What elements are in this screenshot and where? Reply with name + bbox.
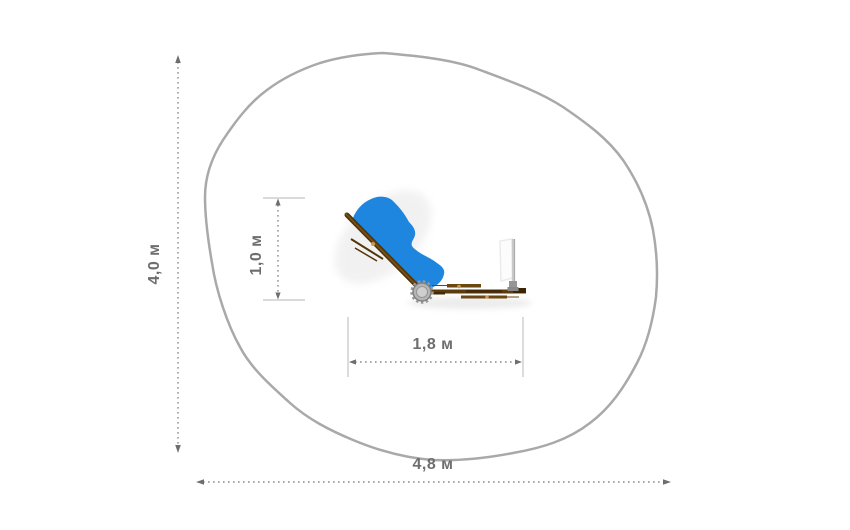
- zone-width-arrow-left: [196, 479, 204, 485]
- slide-rail-highlight: [344, 212, 426, 295]
- beam-plank-upper: [447, 284, 481, 288]
- safety-zone-outline: [203, 51, 659, 462]
- footprint-width-arrow-right: [515, 359, 522, 365]
- slide-hub-teeth: [410, 280, 434, 304]
- rail-plank-2: [354, 247, 378, 262]
- beam-plank-left-small: [430, 292, 445, 295]
- slide-surface: [353, 196, 445, 291]
- footprint-height-arrow-top: [275, 198, 281, 206]
- handrail-frame: [499, 238, 514, 282]
- footprint-width-label: 1,8 м: [412, 336, 453, 353]
- zone-height-label: 4,0 м: [146, 243, 163, 284]
- footprint-width-arrow-left: [349, 359, 356, 365]
- dimension-footprint-width: 1,8 м: [347, 317, 524, 377]
- zone-height-arrow-bottom: [175, 445, 181, 453]
- dimension-footprint-height: 1,0 м: [248, 197, 305, 301]
- rail-plank-1: [350, 238, 384, 260]
- dimension-zone-width: 4,8 м: [196, 456, 671, 485]
- beam-plank-lower: [461, 295, 507, 299]
- ground-shadow: [408, 297, 532, 309]
- zone-width-label: 4,8 м: [412, 456, 453, 473]
- dimension-zone-height: 4,0 м: [146, 55, 181, 453]
- beam-right-tip: [513, 288, 526, 293]
- zone-height-arrow-top: [175, 55, 181, 63]
- slide-hub-center: [416, 286, 428, 298]
- post-base-upper: [509, 281, 517, 288]
- rail-fastener: [371, 242, 375, 246]
- handrail-post: [511, 239, 515, 287]
- equipment-group: [334, 190, 532, 309]
- footprint-height-label: 1,0 м: [248, 234, 265, 275]
- beam-fastener-1: [457, 284, 461, 289]
- zone-width-arrow-right: [663, 479, 671, 485]
- beam-fastener-2: [485, 295, 489, 299]
- post-base-lower: [507, 287, 519, 291]
- footprint-height-arrow-bottom: [275, 292, 281, 300]
- beam-plank-mid: [466, 290, 502, 293]
